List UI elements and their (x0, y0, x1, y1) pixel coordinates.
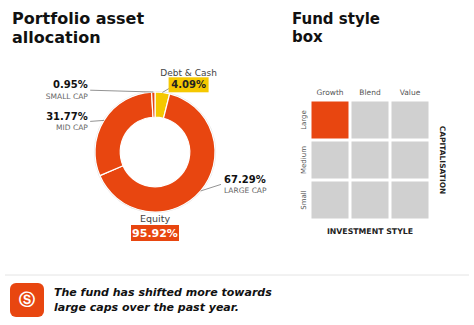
style-cell (392, 142, 429, 179)
column-label: Growth (316, 88, 343, 97)
chart: Portfolio assetallocation 4.09%Debt & Cas… (0, 0, 474, 325)
row-label: Small (300, 190, 308, 209)
style-cell (312, 102, 349, 139)
style-cell (352, 102, 389, 139)
row-label: Large (300, 110, 308, 130)
note-text: The fund has shifted more towardslarge c… (54, 286, 272, 314)
category-label: MID CAP (56, 123, 88, 132)
leader-line (201, 184, 221, 191)
annotation: Equity (140, 213, 170, 224)
style-cell (392, 102, 429, 139)
style-box: Fund stylebox Growth Blend Value Large Medium… (292, 10, 447, 236)
style-cell (352, 182, 389, 219)
data-label: 0.95% (53, 79, 88, 90)
style-cell (392, 182, 429, 219)
title: Fund stylebox (292, 10, 380, 46)
style-cell (352, 142, 389, 179)
data-label: 67.29% (224, 174, 266, 185)
note-bar: Ⓢ The fund has shifted more towardslarge … (5, 275, 469, 317)
data-label: 4.09% (171, 79, 206, 90)
y-axis-label: CAPITALISATION (438, 126, 447, 195)
annotation-badge (131, 225, 179, 241)
category-label: Debt & Cash (160, 68, 217, 78)
style-cell (312, 182, 349, 219)
outer-ring (94, 91, 215, 212)
annotation-label: 95.92% (132, 227, 178, 240)
category-label: LARGE CAP (224, 186, 267, 195)
category-label: SMALL CAP (46, 92, 88, 101)
leader-line (90, 90, 153, 92)
column-label: Blend (359, 88, 381, 97)
leader-line (90, 120, 104, 121)
title: Portfolio assetallocation (12, 9, 144, 47)
style-cell (312, 142, 349, 179)
value-badge (169, 77, 209, 92)
row-label: Medium (300, 146, 308, 174)
data-label: 31.77% (46, 111, 88, 122)
column-label: Value (400, 88, 421, 97)
donut-slice (152, 92, 155, 117)
note-icon-bubble (10, 283, 44, 317)
x-axis-label: INVESTMENT STYLE (327, 227, 413, 236)
note-icon: Ⓢ (19, 290, 35, 309)
donut-slice (95, 92, 153, 175)
separator (5, 275, 469, 276)
donut-chart: Portfolio assetallocation 4.09%Debt & Cas… (12, 9, 267, 241)
